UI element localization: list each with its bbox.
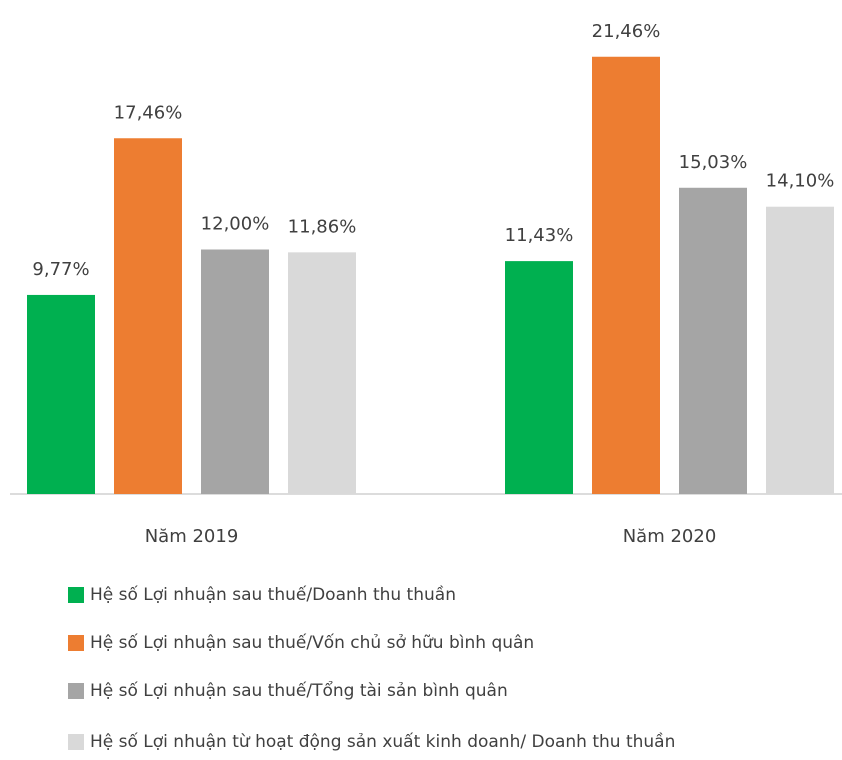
- legend-label: Hệ số Lợi nhuận từ hoạt động sản xuất ki…: [90, 731, 675, 752]
- bar: [505, 261, 573, 494]
- bar: [766, 206, 834, 494]
- data-label: 14,10%: [766, 171, 835, 192]
- data-label: 11,43%: [505, 225, 574, 246]
- bar: [679, 187, 747, 495]
- legend-swatch: [68, 734, 84, 750]
- x-tick-label: Năm 2020: [623, 526, 717, 547]
- data-label: 15,03%: [679, 152, 748, 173]
- bar: [201, 249, 269, 494]
- bar: [592, 56, 660, 494]
- bar: [27, 294, 95, 494]
- legend-label: Hệ số Lợi nhuận sau thuế/Tổng tài sản bì…: [90, 680, 508, 701]
- x-tick-label: Năm 2019: [145, 526, 239, 547]
- legend-swatch: [68, 587, 84, 603]
- legend-swatch: [68, 635, 84, 651]
- data-label: 12,00%: [201, 214, 270, 235]
- legend-label: Hệ số Lợi nhuận sau thuế/Doanh thu thuần: [90, 584, 456, 605]
- legend-label: Hệ số Lợi nhuận sau thuế/Vốn chủ sở hữu …: [90, 632, 534, 653]
- data-label: 9,77%: [32, 259, 89, 280]
- bar: [114, 138, 182, 494]
- data-label: 21,46%: [592, 21, 661, 42]
- legend-swatch: [68, 683, 84, 699]
- data-label: 11,86%: [288, 216, 357, 237]
- data-label: 17,46%: [114, 102, 183, 123]
- bar: [288, 252, 356, 494]
